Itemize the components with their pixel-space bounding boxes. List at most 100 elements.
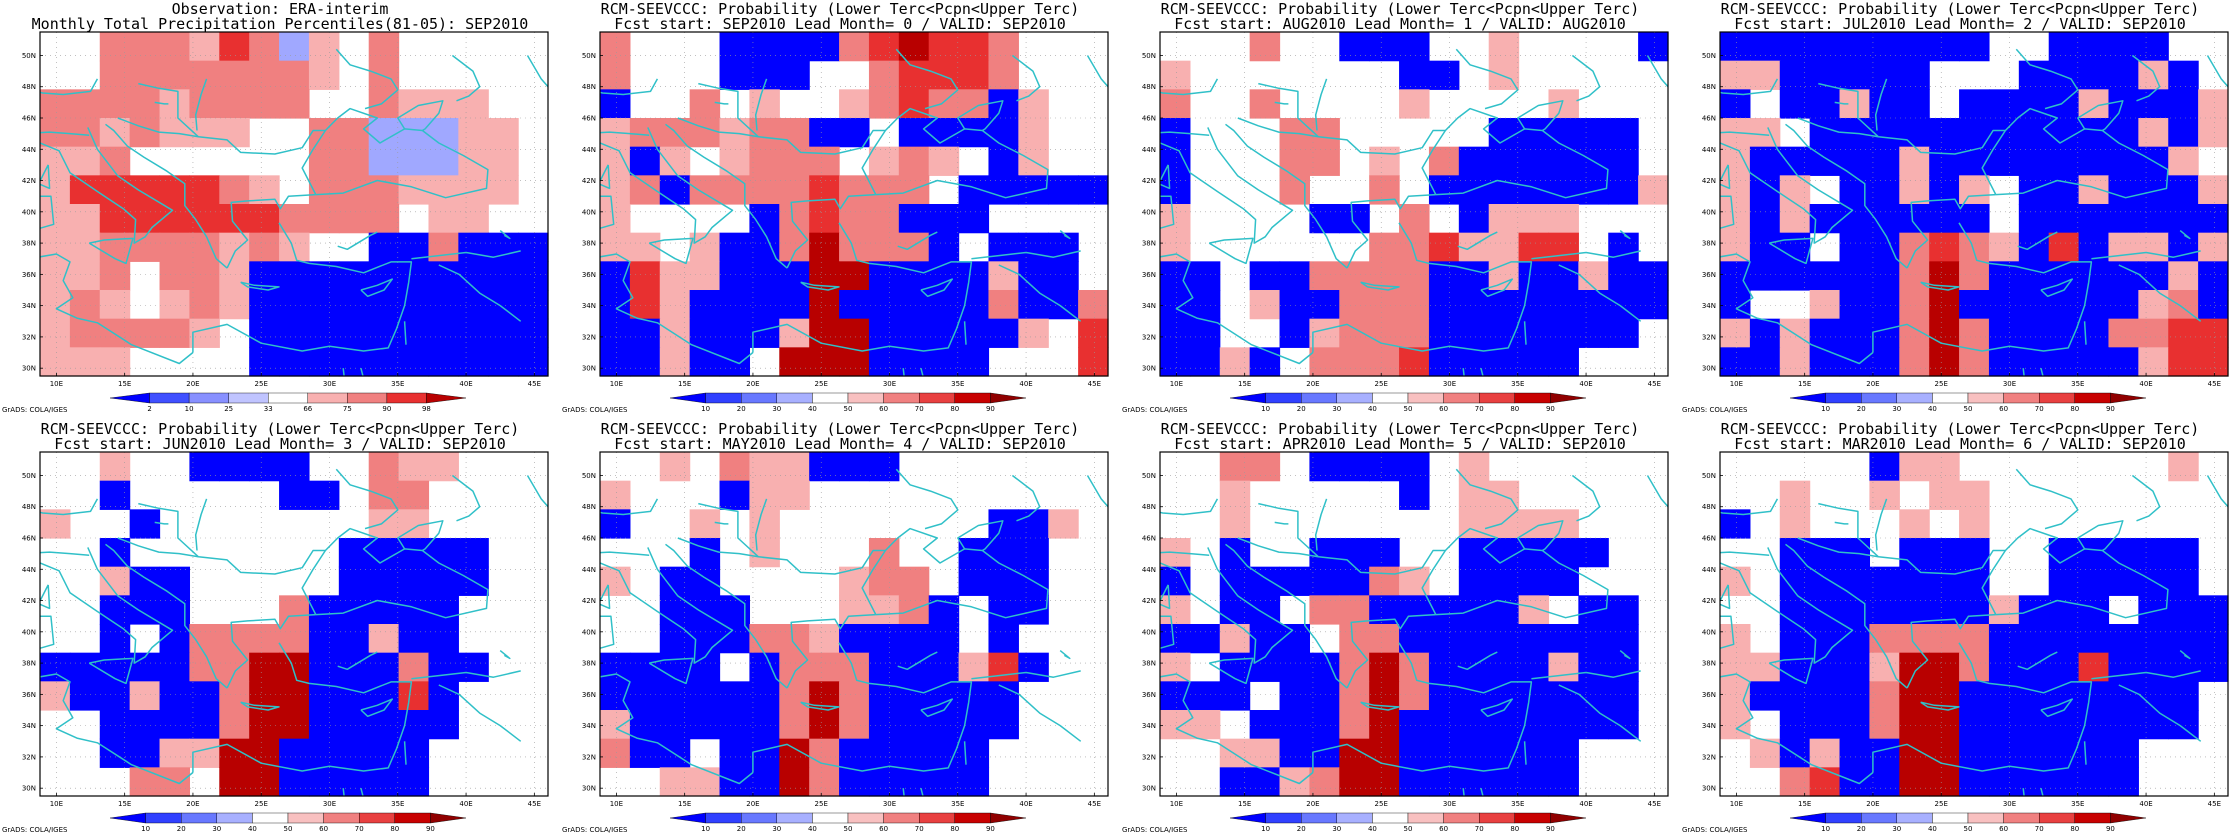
grid-cell <box>1309 261 1340 291</box>
coastline <box>1619 230 1631 240</box>
grid-cell <box>988 652 1019 682</box>
colorbar-label: 80 <box>2070 825 2079 833</box>
lat-tick-label: 38N <box>582 660 596 668</box>
panel-title-line1: RCM-SEEVCCC: Probability (Lower Terc<Pcp… <box>1160 420 1640 438</box>
grid-cell <box>839 566 870 596</box>
lat-tick-label: 42N <box>22 177 36 185</box>
coastline <box>800 281 840 291</box>
grid-cell <box>1249 347 1281 377</box>
grid-cell <box>1608 710 1639 740</box>
grid-cell <box>2138 60 2169 90</box>
colorbar-label: 50 <box>1404 405 1413 413</box>
grid-cell <box>1018 509 1049 539</box>
panel-title-line2: Fcst start: MAR2010 Lead Month= 6 / VALI… <box>1734 435 2186 453</box>
map-panel: 50N 48N 46N 44N 42N 40N 38N 36N 34N 32N 30N 10E 15E 2… <box>1680 420 2240 840</box>
grid-cell <box>898 290 930 320</box>
colorbar-label: 10 <box>141 825 150 833</box>
grid-cell <box>1279 146 1311 176</box>
coastline <box>154 521 169 525</box>
coastline <box>600 498 659 516</box>
lon-tick-label: 35E <box>1511 800 1524 808</box>
grid-cell <box>1869 566 1900 596</box>
grid-cell <box>1518 204 1550 234</box>
coastline <box>665 543 788 689</box>
lat-tick-label: 48N <box>1702 83 1716 91</box>
coastline <box>1160 253 1314 365</box>
grid-cell <box>1160 60 1191 90</box>
grid-cell <box>1869 710 1900 740</box>
grid-cell <box>1608 624 1639 654</box>
coastline <box>1646 475 1668 508</box>
grid-cell <box>2108 89 2139 119</box>
grid-cell <box>1959 652 1990 682</box>
coastline <box>1160 127 1294 244</box>
grid-cell <box>1279 566 1311 596</box>
coastline <box>861 107 1049 199</box>
grid-cell <box>1929 538 1960 568</box>
lat-tick-label: 40N <box>582 628 596 636</box>
grid-cell <box>1399 767 1430 797</box>
grid-cell <box>600 60 631 90</box>
colorbar-segment <box>1443 812 1480 824</box>
panel-title-line1: RCM-SEEVCCC: Probability (Lower Terc<Pcp… <box>1720 420 2200 438</box>
colorbar: 10 20 30 40 50 60 70 80 90 <box>669 812 1027 833</box>
grid-cell <box>2078 175 2110 205</box>
grid-cell <box>1219 652 1251 682</box>
grid-cell <box>629 681 661 711</box>
lon-tick-label: 15E <box>1238 380 1251 388</box>
grid-cell <box>129 32 161 62</box>
grid-cell <box>1160 232 1191 262</box>
panel-title-line2: Fcst start: JUL2010 Lead Month= 2 / VALI… <box>1734 15 2186 33</box>
coastline <box>1314 78 1328 131</box>
coastline <box>963 321 967 345</box>
lon-tick-label: 40E <box>2139 800 2152 808</box>
grid-cell <box>1929 146 1960 176</box>
grid-cell <box>69 146 101 176</box>
grid-cell <box>2078 32 2110 62</box>
grid-cell <box>488 347 519 377</box>
grid-cell <box>1959 175 1990 205</box>
coastline <box>1720 164 1731 190</box>
coastline <box>1346 193 1436 269</box>
grid-cell <box>2018 290 2050 320</box>
grid-cell <box>2048 767 2080 797</box>
grid-cell <box>839 452 870 482</box>
grid-cell <box>2138 318 2169 348</box>
grid-cell <box>958 290 990 320</box>
grid-cell <box>928 232 960 262</box>
grid-cell <box>1189 261 1221 291</box>
grid-cell <box>1018 538 1049 568</box>
colorbar-segment <box>1932 812 1969 824</box>
grid-cell <box>659 652 691 682</box>
coastline <box>1457 651 1498 671</box>
grid-cell <box>1959 538 1990 568</box>
coastline <box>40 584 51 610</box>
grid-cell <box>1779 89 1811 119</box>
colorbar-segment <box>2110 392 2147 404</box>
coastline <box>1237 117 1319 138</box>
grid-cell <box>249 232 280 262</box>
lon-tick-label: 40E <box>1579 380 1592 388</box>
grid-cell <box>1428 710 1460 740</box>
grid-cell <box>189 681 220 711</box>
grid-cell <box>368 767 400 797</box>
lat-tick-label: 50N <box>1142 472 1156 480</box>
colorbar-segment <box>323 812 360 824</box>
grid-cell <box>2078 146 2110 176</box>
lon-tick-label: 35E <box>2071 380 2084 388</box>
colorbar-label: 90 <box>382 405 391 413</box>
coastline <box>920 278 954 298</box>
lat-tick-label: 50N <box>22 52 36 60</box>
lon-tick-label: 15E <box>678 800 691 808</box>
colorbar-segment <box>1789 392 1826 404</box>
lon-tick-label: 45E <box>1088 380 1101 388</box>
panel-title-line1: RCM-SEEVCCC: Probability (Lower Terc<Pcp… <box>40 420 520 438</box>
grid-cell <box>1548 232 1579 262</box>
grid-cell <box>2138 204 2169 234</box>
coastline <box>2015 468 2079 530</box>
coastline <box>2206 475 2228 508</box>
grid-cell <box>40 318 71 348</box>
grid-cell <box>1309 595 1340 625</box>
grid-cell <box>1339 204 1370 234</box>
grid-cell <box>1959 738 1990 768</box>
